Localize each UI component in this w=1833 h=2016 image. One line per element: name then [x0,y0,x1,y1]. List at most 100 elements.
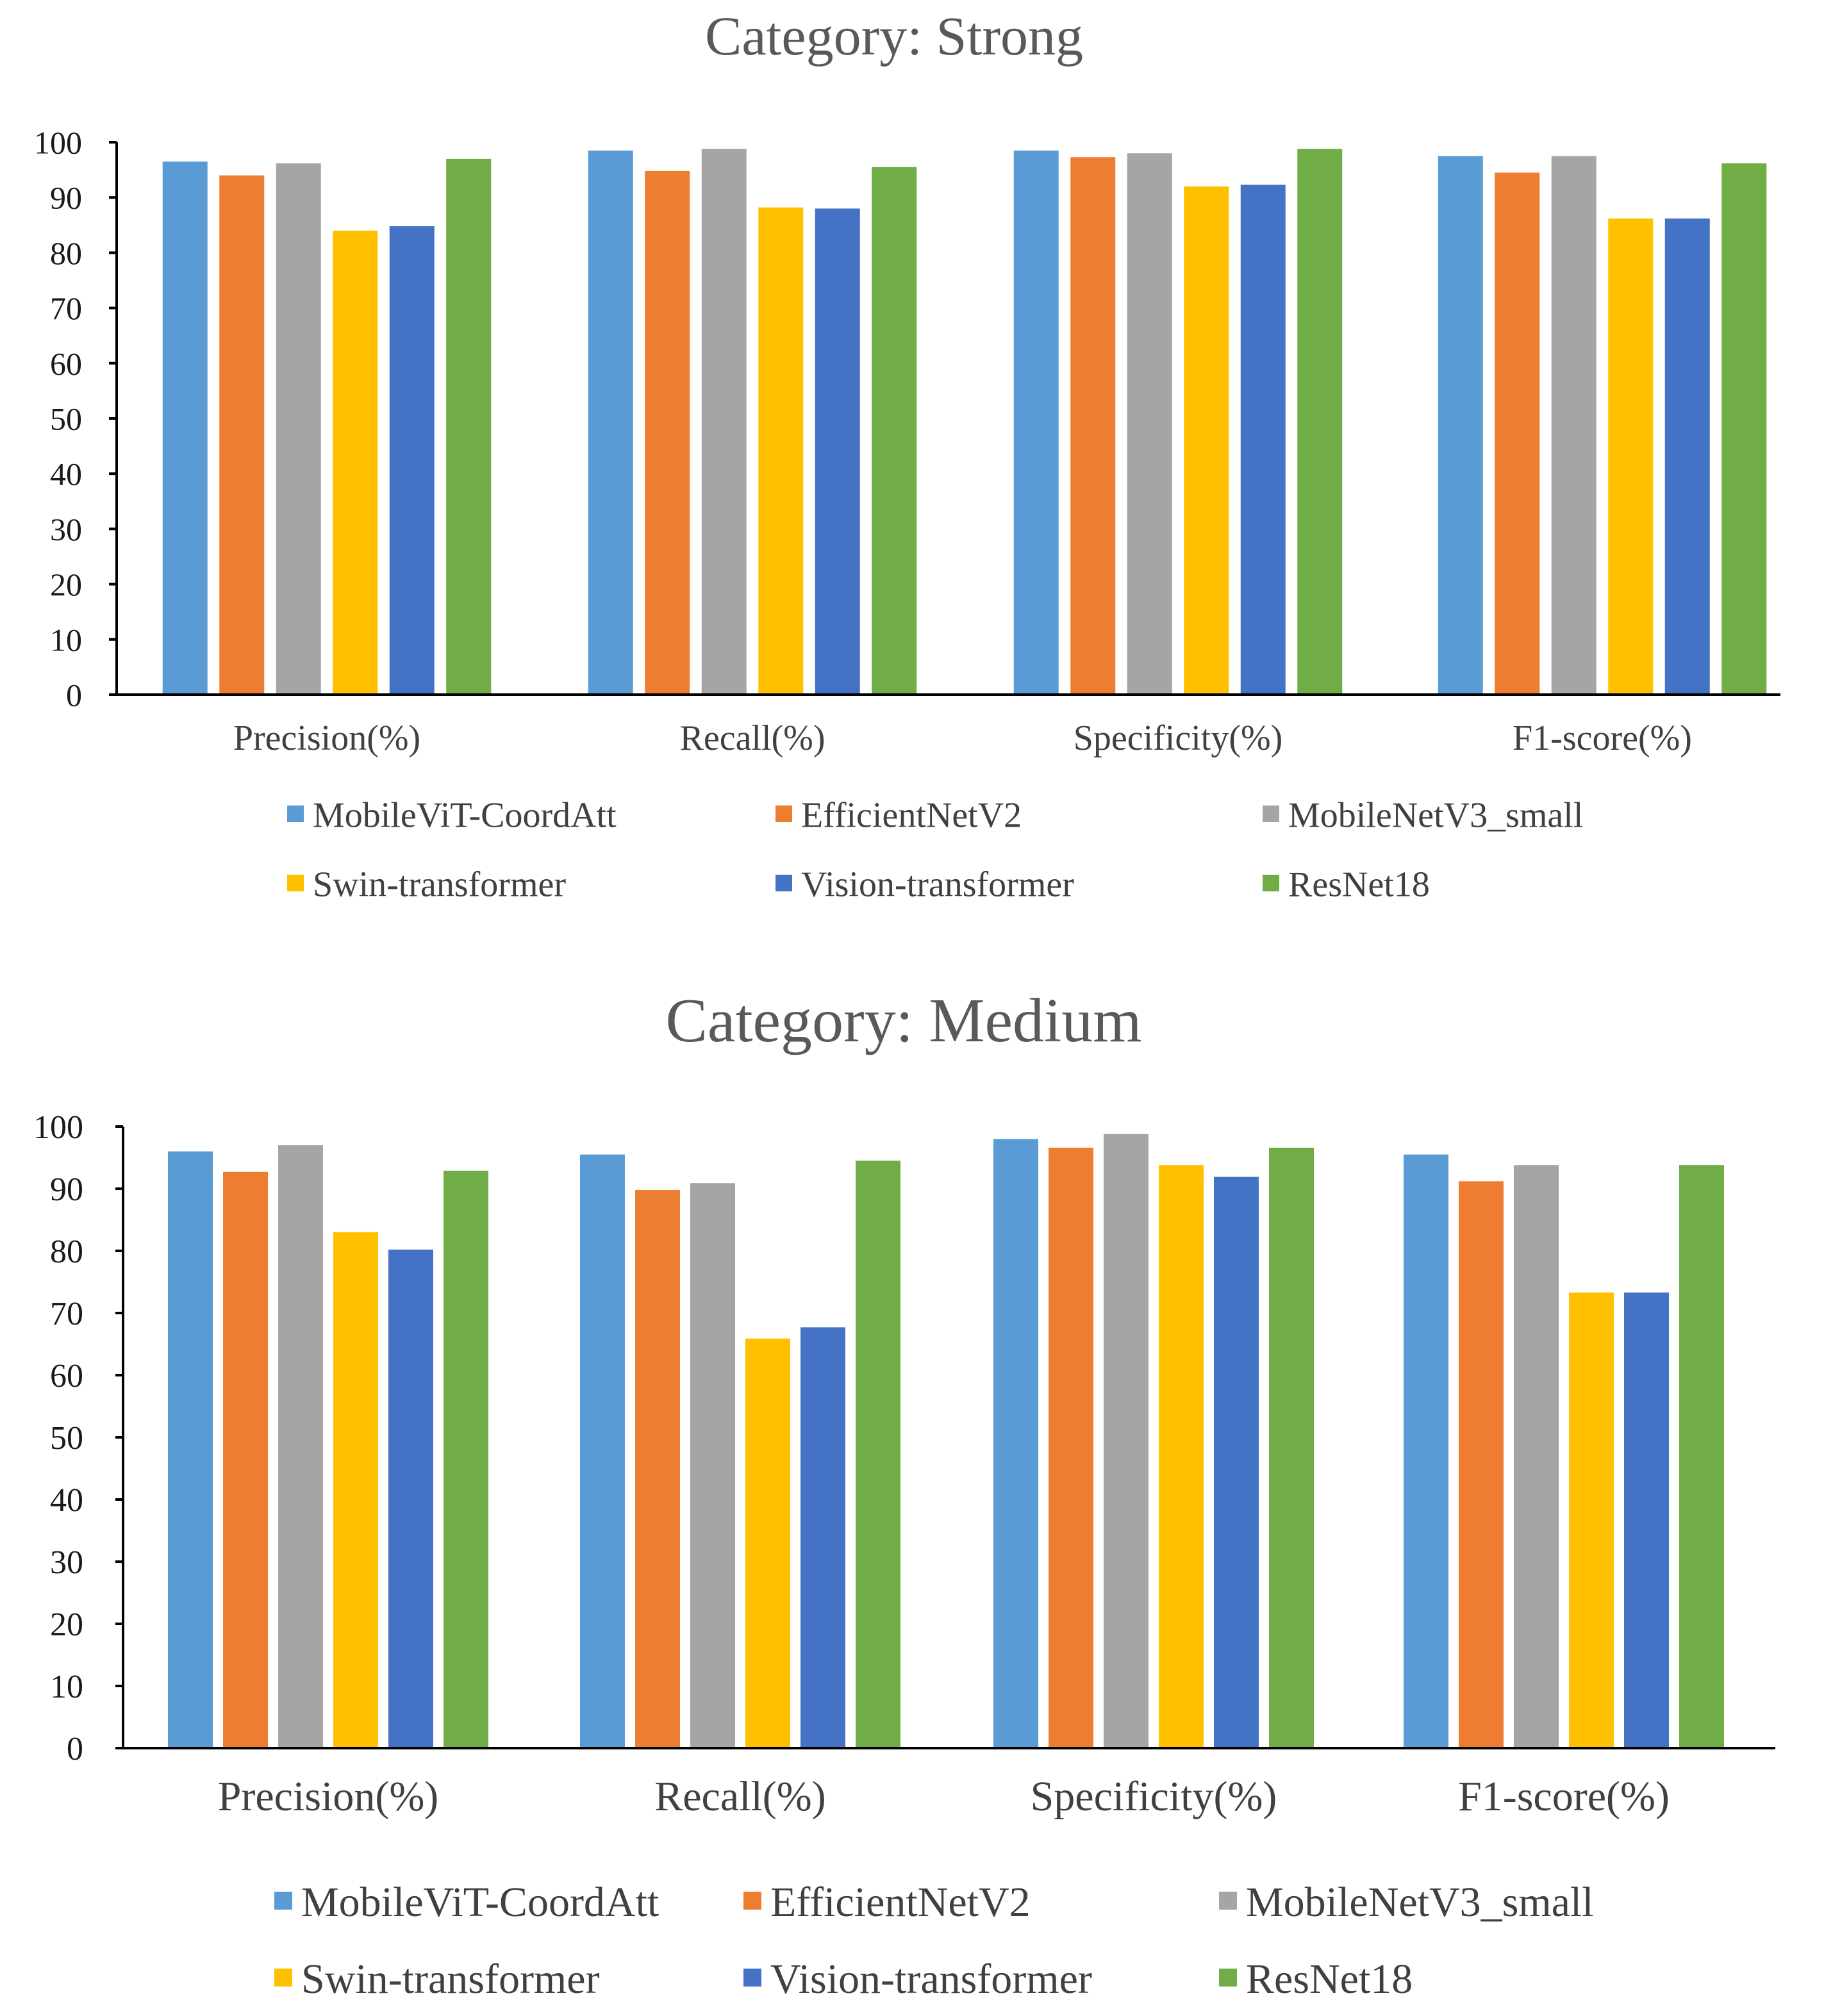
medium-bar-resnet18-specificity [1269,1147,1314,1748]
medium-y-tick-label: 20 [50,1607,83,1643]
chart-medium-svg: Category: Medium 0 10 20 30 40 50 60 70 80 90 100 Pr… [33,986,1775,2003]
strong-bar-vision-transformer-recall [815,208,860,695]
strong-legend-swatch-efficientnetv2 [776,806,792,822]
medium-bar-mobilenetv3-small-f1-score [1514,1165,1559,1748]
medium-bar-mobilevit-coordatt-f1-score [1404,1154,1448,1748]
medium-legend-label-swin-transformer: Swin-transformer [301,1956,600,2003]
medium-x-category-label: Precision(%) [218,1773,439,1820]
strong-bar-mobilevit-coordatt-specificity [1013,150,1059,695]
strong-legend-label-vision-transformer: Vision-transformer [801,864,1074,904]
medium-bar-vision-transformer-recall [800,1327,845,1748]
strong-bar-resnet18-f1-score [1721,163,1767,695]
medium-y-tick-label: 10 [50,1669,83,1705]
medium-bar-efficientnetv2-f1-score [1459,1181,1504,1748]
medium-bar-swin-transformer-specificity [1159,1165,1204,1748]
medium-bar-resnet18-f1-score [1679,1165,1724,1748]
medium-x-category-label: Recall(%) [654,1773,826,1820]
medium-x-category-label: Specificity(%) [1031,1773,1277,1820]
medium-legend-label-mobilevit-coordatt: MobileViT-CoordAtt [301,1879,659,1926]
medium-bar-vision-transformer-precision [388,1250,433,1748]
strong-legend-label-mobilevit-coordatt: MobileViT-CoordAtt [313,795,617,835]
medium-bar-mobilevit-coordatt-recall [580,1154,625,1748]
strong-bar-swin-transformer-specificity [1184,186,1229,695]
strong-bar-resnet18-recall [872,167,917,695]
strong-legend-label-resnet18: ResNet18 [1288,864,1430,904]
medium-bar-efficientnetv2-precision [223,1171,268,1748]
medium-y-tick-label: 70 [50,1296,83,1332]
medium-y-tick-label: 80 [50,1234,83,1270]
strong-y-tick-label: 20 [50,566,82,602]
strong-x-category-label: Precision(%) [233,718,420,758]
medium-y-tick-label: 90 [50,1171,83,1208]
strong-y-tick-label: 100 [34,125,82,161]
strong-x-category-label: F1-score(%) [1513,718,1692,758]
medium-bar-mobilenetv3-small-recall [690,1183,735,1748]
medium-legend-label-resnet18: ResNet18 [1246,1956,1413,2003]
strong-y-tick-label: 50 [50,401,82,437]
strong-legend-label-efficientnetv2: EfficientNetV2 [801,795,1022,835]
medium-legend-label-mobilenetv3-small: MobileNetV3_small [1246,1879,1594,1926]
strong-bar-mobilevit-coordatt-precision [162,161,208,695]
medium-bar-efficientnetv2-specificity [1049,1147,1093,1748]
medium-legend-swatch-efficientnetv2 [743,1892,761,1910]
strong-legend-swatch-resnet18 [1263,875,1279,891]
medium-legend-swatch-mobilevit-coordatt [274,1892,292,1910]
medium-legend-swatch-mobilenetv3-small [1219,1892,1237,1910]
strong-chart-title: Category: Strong [705,5,1083,67]
strong-bar-efficientnetv2-precision [219,175,265,695]
medium-bar-vision-transformer-specificity [1214,1177,1259,1748]
medium-bar-resnet18-precision [444,1170,488,1748]
chart-strong-svg: Category: Strong 0 10 20 30 40 50 60 70 80 90 100 Pr… [34,5,1780,904]
medium-bar-swin-transformer-recall [745,1338,790,1748]
strong-y-tick-label: 90 [50,180,82,216]
medium-bar-efficientnetv2-recall [635,1189,680,1748]
medium-bar-mobilevit-coordatt-precision [168,1151,213,1748]
medium-y-tick-label: 100 [33,1109,83,1146]
medium-bar-resnet18-recall [856,1161,900,1748]
strong-x-category-label: Recall(%) [680,718,825,758]
medium-bar-swin-transformer-f1-score [1569,1292,1614,1748]
strong-bar-resnet18-precision [446,158,492,695]
strong-bar-swin-transformer-recall [758,207,804,695]
strong-bar-mobilevit-coordatt-recall [588,150,633,695]
strong-bar-vision-transformer-specificity [1240,185,1286,695]
medium-legend-label-efficientnetv2: EfficientNetV2 [770,1879,1031,1926]
medium-bar-swin-transformer-precision [333,1232,378,1748]
medium-y-tick-label: 60 [50,1358,83,1394]
medium-legend-label-vision-transformer: Vision-transformer [770,1956,1092,2003]
strong-bar-swin-transformer-f1-score [1608,218,1654,695]
medium-bar-mobilenetv3-small-specificity [1104,1134,1149,1748]
medium-y-tick-label: 40 [50,1482,83,1519]
strong-legend-label-swin-transformer: Swin-transformer [313,864,566,904]
strong-bar-vision-transformer-precision [389,226,435,695]
strong-y-tick-label: 30 [50,511,82,547]
medium-legend-swatch-vision-transformer [743,1969,761,1987]
strong-bar-efficientnetv2-recall [645,170,690,695]
strong-bar-swin-transformer-precision [333,230,378,695]
strong-legend-swatch-mobilevit-coordatt [287,806,304,822]
medium-legend-swatch-swin-transformer [274,1969,292,1987]
strong-legend-swatch-mobilenetv3-small [1263,806,1279,822]
strong-bar-vision-transformer-f1-score [1664,218,1710,695]
strong-y-tick-label: 40 [50,456,82,492]
strong-bar-efficientnetv2-f1-score [1495,172,1540,695]
medium-bar-vision-transformer-f1-score [1624,1292,1669,1748]
medium-y-tick-label: 50 [50,1420,83,1457]
strong-bar-mobilenetv3-small-precision [276,163,321,695]
strong-y-tick-label: 10 [50,622,82,657]
medium-chart-title: Category: Medium [665,986,1141,1055]
chart-medium: Category: Medium 0 10 20 30 40 50 60 70 80 90 100 Pr… [0,961,1833,2016]
strong-y-tick-label: 0 [66,677,82,713]
strong-y-tick-label: 60 [50,345,82,381]
strong-bar-mobilevit-coordatt-f1-score [1438,156,1483,695]
strong-bar-mobilenetv3-small-f1-score [1551,156,1597,695]
strong-bar-mobilenetv3-small-specificity [1127,153,1172,695]
strong-legend-swatch-vision-transformer [776,875,792,891]
medium-y-tick-label: 30 [50,1544,83,1581]
strong-legend-swatch-swin-transformer [287,875,304,891]
strong-y-tick-label: 70 [50,290,82,326]
medium-bar-mobilevit-coordatt-specificity [993,1139,1038,1748]
strong-x-category-label: Specificity(%) [1074,718,1283,758]
medium-legend-swatch-resnet18 [1219,1969,1237,1987]
medium-y-tick-label: 0 [67,1731,83,1767]
